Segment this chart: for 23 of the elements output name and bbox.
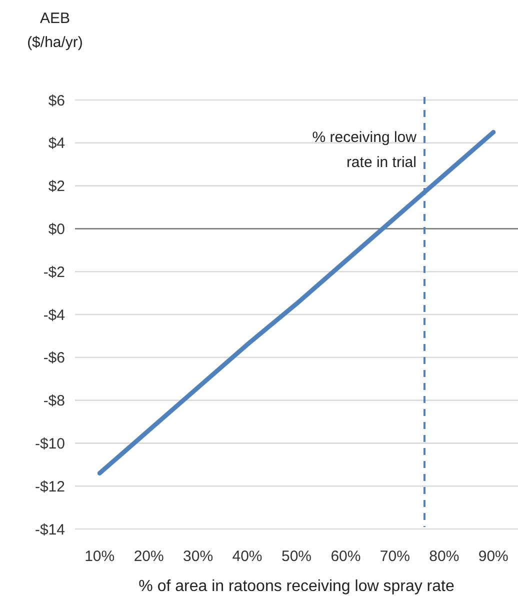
y-tick-label: -$8 (43, 392, 65, 410)
x-tick-label: 30% (183, 548, 214, 565)
y-tick-label: -$6 (43, 350, 65, 367)
x-tick-label: 90% (478, 548, 508, 565)
y-tick-label: $4 (48, 135, 65, 152)
x-tick-label: 40% (232, 548, 262, 565)
x-tick-label: 10% (84, 548, 115, 565)
x-tick-label: 20% (134, 548, 164, 565)
y-tick-label: -$10 (34, 435, 65, 452)
y-tick-label: -$12 (34, 478, 65, 496)
y-tick-label: $2 (48, 178, 65, 196)
y-tick-label: -$4 (43, 306, 65, 324)
x-tick-label: 60% (330, 548, 361, 565)
x-tick-label: 70% (380, 548, 410, 565)
y-tick-label: -$2 (43, 264, 65, 281)
ref-line-label: % receiving low rate in trial (312, 129, 417, 171)
x-axis-title: % of area in ratoons receiving low spray rate (138, 578, 454, 595)
y-tick-label: -$14 (34, 521, 65, 538)
x-tick-label: 80% (429, 548, 460, 565)
y-tick-label: $0 (48, 220, 65, 238)
y-axis-title: AEB ($/ha/yr) (27, 10, 83, 51)
x-tick-label: 50% (281, 548, 312, 565)
y-tick-label: $6 (48, 92, 65, 110)
